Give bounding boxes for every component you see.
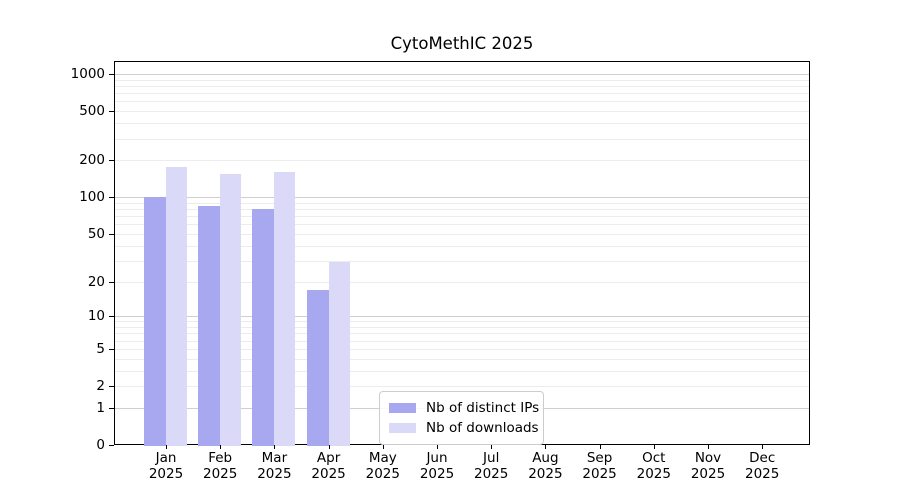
bar-downloads-jan [166,167,187,446]
y-tick-label: 100 [79,189,105,206]
y-tick-label: 200 [79,152,105,169]
gridline [115,197,809,199]
y-tick-label: 20 [87,273,105,290]
gridline [115,348,809,350]
x-tick-mark [437,445,438,449]
gridline [115,160,809,162]
gridline [115,370,809,372]
y-tick-mark [109,281,114,283]
x-tick-label-jul: Jul 2025 [474,450,509,482]
gridline [115,138,809,140]
plot-area: Nb of distinct IPs Nb of downloads [114,61,810,446]
legend-swatch-icon [389,423,416,433]
gridline [115,93,809,95]
y-tick-mark [109,111,114,113]
x-tick-label-jun: Jun 2025 [419,450,455,482]
gridline [115,316,809,318]
x-tick-mark [762,445,764,449]
legend-label: Nb of distinct IPs [426,400,540,416]
gridline [115,101,809,103]
y-tick-label: 1000 [70,66,105,82]
gridline [115,224,809,226]
y-tick-mark [109,197,114,199]
y-tick-label: 2 [96,378,105,394]
y-tick-label: 1 [96,399,105,416]
y-tick-label: 0 [96,437,105,453]
y-tick-label: 50 [87,225,105,242]
y-tick-mark [109,233,114,235]
gridline [115,260,809,262]
x-tick-label-dec: Dec 2025 [745,450,780,482]
x-tick-label-sep: Sep 2025 [582,450,617,482]
x-tick-label-nov: Nov 2025 [690,450,726,482]
gridline [115,327,809,328]
bar-distinct-ips-feb [198,206,221,446]
x-tick-mark [545,445,547,449]
x-tick-mark [274,445,276,449]
y-tick-label: 10 [87,308,105,325]
gridline [115,86,809,87]
gridline [115,209,809,210]
x-tick-mark [166,445,167,449]
gridline [115,245,809,247]
chart-title: CytoMethIC 2025 [390,34,534,53]
bar-downloads-mar [274,171,296,446]
gridline [115,202,809,204]
y-tick-mark [109,445,114,446]
legend-swatch-icon [389,403,416,413]
x-tick-label-may: May 2025 [365,450,400,482]
y-tick-mark [109,74,114,75]
gridline [115,321,809,323]
y-tick-mark [109,348,114,350]
gridline [115,340,809,342]
x-tick-label-apr: Apr 2025 [311,450,346,482]
legend-item: Nb of downloads [380,418,543,438]
y-tick-mark [109,386,114,387]
x-tick-mark [708,445,709,449]
x-tick-mark [653,445,655,449]
gridline [115,74,809,75]
legend: Nb of distinct IPs Nb of downloads [379,391,544,445]
x-tick-label-aug: Aug 2025 [528,450,563,482]
y-tick-label: 500 [79,103,105,120]
gridline [115,281,809,283]
x-tick-mark [220,445,222,449]
gridline [115,216,809,218]
gridline [115,386,809,387]
bar-distinct-ips-jan [144,197,166,446]
bar-downloads-apr [328,262,350,446]
gridline [115,333,809,335]
gridline [115,123,809,125]
gridline [115,79,809,81]
gridline [115,358,809,360]
gridline [115,233,809,235]
y-tick-mark [109,407,114,409]
legend-label: Nb of downloads [426,420,539,436]
x-tick-label-oct: Oct 2025 [636,450,671,482]
x-tick-label-feb: Feb 2025 [203,450,238,482]
x-tick-mark [491,445,493,449]
x-tick-mark [599,445,601,449]
legend-item: Nb of distinct IPs [380,398,543,418]
gridline [115,111,809,113]
x-tick-mark [382,445,384,449]
y-tick-mark [109,160,114,162]
x-tick-mark [328,445,330,449]
y-tick-label: 5 [96,340,105,357]
bar-distinct-ips-mar [252,209,275,446]
bar-downloads-feb [220,173,242,446]
x-tick-label-jan: Jan 2025 [148,450,184,482]
y-tick-mark [109,316,114,318]
bar-distinct-ips-apr [306,289,329,446]
x-tick-label-mar: Mar 2025 [257,450,292,482]
